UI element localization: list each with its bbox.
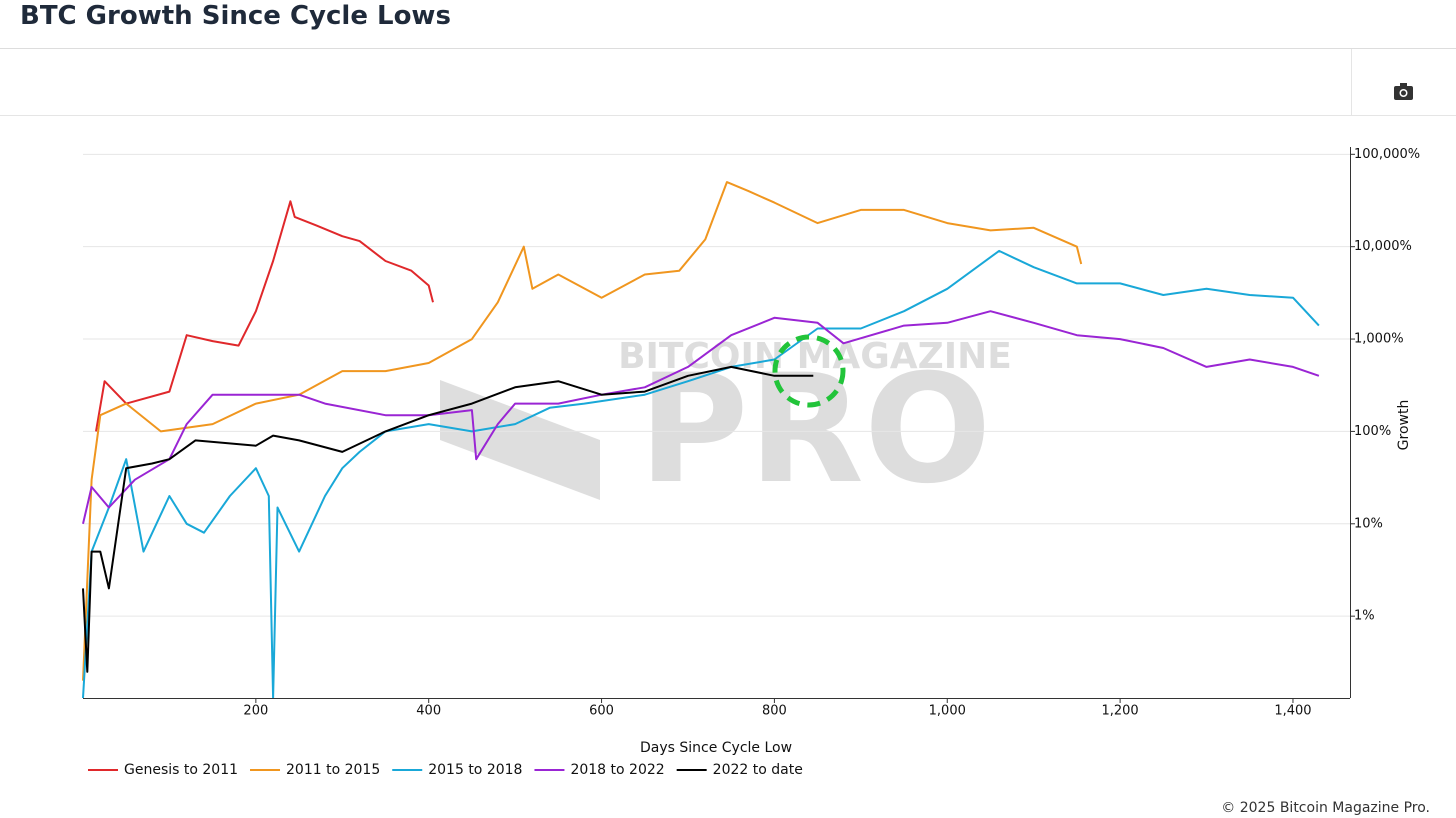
y-tick-label: 1% [1354, 609, 1375, 624]
y-tick-label: 100% [1354, 424, 1391, 439]
legend: Genesis to 2011 2011 to 2015 2015 to 2018 2… [88, 762, 803, 778]
legend-label: 2018 to 2022 [570, 762, 664, 778]
copyright: © 2025 Bitcoin Magazine Pro. [1221, 800, 1430, 816]
x-tick-label: 800 [762, 704, 787, 719]
y-tick-label: 10,000% [1354, 239, 1412, 254]
y-tick-label: 1,000% [1354, 332, 1404, 347]
y-axis-title: Growth [1396, 400, 1412, 451]
grid: 1% 10% 100% 1,000% 10,000% 100,000% 200 400 600 8… [83, 147, 1420, 719]
watermark-bottom: PRO [639, 343, 992, 517]
camera-lens-inner [1401, 90, 1406, 96]
x-tick-label: 600 [589, 704, 614, 719]
watermark-top: BITCOIN MAGAZINE [618, 336, 1012, 377]
x-tick-label: 400 [416, 704, 441, 719]
x-axis-title: Days Since Cycle Low [640, 740, 792, 756]
series-line [95, 200, 434, 432]
legend-label: 2011 to 2015 [286, 762, 380, 778]
series-line [82, 365, 814, 673]
series-line [82, 181, 1083, 681]
legend-label: Genesis to 2011 [124, 762, 238, 778]
x-tick-label: 1,200 [1101, 704, 1138, 719]
legend-label: 2022 to date [713, 762, 803, 778]
x-tick-label: 200 [243, 704, 268, 719]
legend-label: 2015 to 2018 [428, 762, 522, 778]
highlight-circle [772, 334, 846, 408]
y-tick-label: 10% [1354, 516, 1383, 531]
camera-top [1400, 83, 1407, 87]
watermark-logo [440, 380, 600, 500]
plot-lines [82, 181, 1320, 699]
x-tick-label: 1,400 [1274, 704, 1311, 719]
camera-button[interactable] [1394, 83, 1413, 100]
y-tick-label: 100,000% [1354, 147, 1420, 162]
x-tick-label: 1,000 [929, 704, 966, 719]
page-title: BTC Growth Since Cycle Lows [20, 1, 451, 31]
watermark: BITCOIN MAGAZINE PRO [440, 336, 1012, 517]
series-line [82, 249, 1320, 699]
